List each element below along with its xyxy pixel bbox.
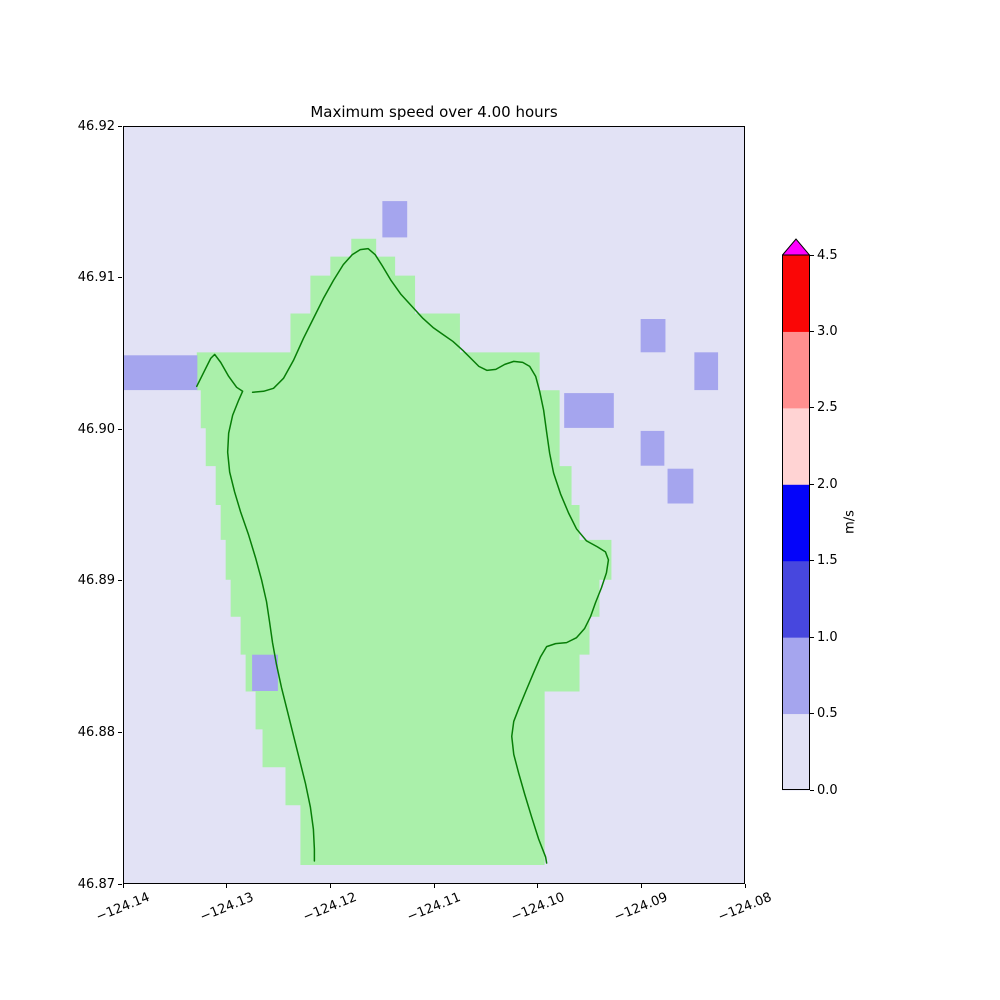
speed-cell [382, 201, 408, 238]
y-tick-mark [118, 125, 122, 127]
x-tick-mark [640, 884, 642, 888]
colorbar-tick-label: 0.5 [817, 706, 838, 722]
y-tick-label: 46.92 [77, 118, 115, 134]
colorbar-segment [782, 713, 810, 791]
x-tick-label: −124.11 [405, 889, 463, 926]
land-region [196, 238, 612, 866]
chart-title: Maximum speed over 4.00 hours [310, 103, 558, 121]
y-tick-mark [118, 883, 122, 885]
colorbar-segment [782, 637, 810, 715]
colorbar-segment [782, 407, 810, 485]
colorbar [782, 238, 810, 791]
colorbar-tick-label: 1.5 [817, 553, 838, 569]
colorbar-outline [782, 254, 810, 790]
colorbar-tick-label: 3.0 [817, 323, 838, 339]
x-tick-label: −124.13 [197, 889, 256, 926]
x-tick-label: −124.09 [612, 889, 671, 926]
colorbar-extend-triangle [782, 238, 810, 256]
coastline-path [251, 247, 610, 864]
x-tick-label: −124.14 [94, 889, 152, 926]
colorbar-tick-mark [810, 713, 814, 715]
x-tick-label: −124.10 [508, 889, 567, 926]
coastline-path [196, 353, 316, 862]
y-tick-label: 46.91 [77, 270, 115, 286]
speed-cell [640, 430, 665, 466]
x-tick-mark [226, 884, 228, 888]
x-tick-label: −124.08 [716, 889, 774, 926]
speed-cell [252, 654, 278, 692]
map-canvas [124, 201, 719, 866]
colorbar-tick-label: 2.0 [817, 476, 838, 492]
speed-cell [667, 468, 694, 504]
colorbar-tick-label: 2.5 [817, 400, 838, 416]
x-tick-mark [537, 884, 539, 888]
colorbar-tick-label: 0.0 [817, 782, 838, 798]
y-tick-label: 46.90 [77, 421, 115, 437]
speed-cell [640, 318, 666, 353]
colorbar-segment [782, 331, 810, 409]
x-tick-label: −124.12 [301, 889, 360, 926]
colorbar-tick-mark [810, 483, 814, 485]
speed-cell [124, 355, 198, 391]
colorbar-tick-mark [810, 560, 814, 562]
x-tick-mark [122, 884, 124, 888]
y-tick-mark [118, 428, 122, 430]
colorbar-tick-label: 1.0 [817, 629, 838, 645]
colorbar-swatches [782, 238, 810, 791]
x-tick-mark [744, 884, 746, 888]
colorbar-segment [782, 255, 810, 332]
colorbar-segment [782, 484, 810, 562]
y-tick-label: 46.87 [77, 876, 115, 892]
y-tick-mark [118, 580, 122, 582]
y-tick-mark [118, 277, 122, 279]
x-tick-mark [329, 884, 331, 888]
colorbar-unit-label: m/s [842, 510, 858, 534]
speed-cell [564, 393, 614, 428]
colorbar-tick-mark [810, 407, 814, 409]
y-tick-label: 46.88 [77, 724, 115, 740]
y-tick-label: 46.89 [77, 573, 115, 589]
colorbar-tick-mark [810, 254, 814, 256]
colorbar-tick-mark [810, 636, 814, 638]
plot-area [123, 126, 745, 884]
colorbar-tick-label: 4.5 [817, 247, 838, 263]
colorbar-tick-mark [810, 330, 814, 332]
colorbar-tick-mark [810, 789, 814, 791]
colorbar-segment [782, 560, 810, 638]
y-tick-mark [118, 731, 122, 733]
x-tick-mark [433, 884, 435, 888]
speed-cell [694, 352, 719, 391]
